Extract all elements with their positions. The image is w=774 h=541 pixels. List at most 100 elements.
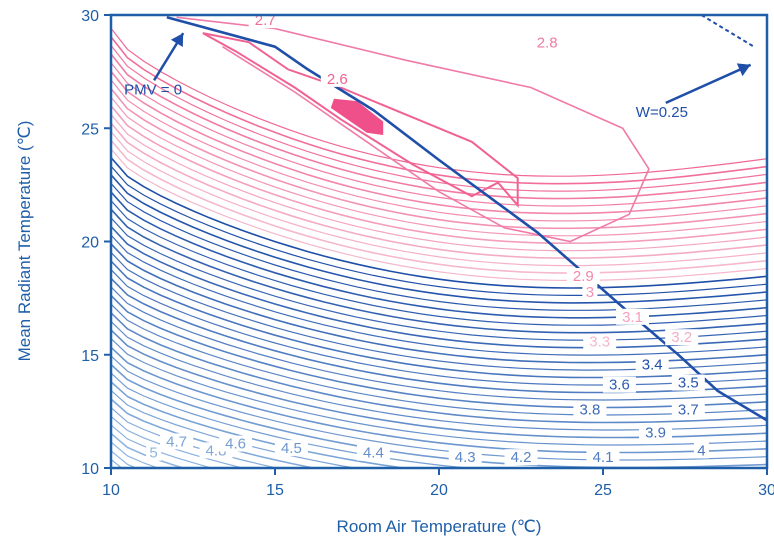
- contour-label-bg: [573, 401, 607, 418]
- y-tick-label: 20: [81, 235, 99, 252]
- x-axis-title: Room Air Temperature (℃): [337, 517, 542, 536]
- contour-label-bg: [566, 268, 600, 284]
- contour-label-bg: [219, 435, 253, 452]
- contour-line: [111, 269, 767, 386]
- contour-line: [111, 381, 410, 468]
- contour-label-bg: [602, 376, 636, 393]
- arrow-head-icon: [170, 33, 184, 47]
- contour-label: 4: [697, 442, 705, 459]
- contour-line: [111, 355, 767, 461]
- contour-label: 3.2: [671, 329, 692, 346]
- contour-line: [111, 79, 767, 222]
- x-tick-label: 20: [430, 482, 448, 499]
- contour-line: [111, 234, 767, 356]
- contour-label: 3.9: [645, 424, 666, 441]
- contour-line: [111, 139, 767, 274]
- contour-line: [111, 200, 767, 326]
- w-025-line: [700, 15, 755, 48]
- contour-line: [111, 96, 767, 237]
- contour-label: 4.6: [225, 436, 246, 453]
- contour-label: 3.8: [579, 402, 600, 419]
- contour-line: [111, 131, 767, 267]
- contour-label: 3.1: [622, 309, 643, 326]
- contour-label: 2.9: [573, 268, 594, 285]
- annotation-label: PMV = 0: [124, 81, 182, 98]
- contour-label: 3.4: [642, 356, 663, 373]
- contour-label-bg: [665, 329, 699, 346]
- contour-label-bg: [635, 356, 669, 373]
- contour-label-bg: [530, 34, 564, 51]
- pmv-zero-line: [166, 16, 767, 422]
- contour-line: [111, 174, 767, 304]
- arrow-head-icon: [736, 63, 751, 77]
- contour-label: 3.5: [678, 375, 699, 392]
- contour-line: [111, 62, 767, 207]
- contour-line: [111, 182, 767, 311]
- contour-label-bg: [616, 308, 649, 325]
- contour-line-2-6-loop: [202, 32, 519, 208]
- contour-line: [111, 87, 767, 230]
- contour-line: [111, 260, 767, 379]
- contour-label-bg: [356, 444, 390, 461]
- contour-label-bg: [671, 374, 705, 391]
- contour-label: 4.7: [166, 433, 187, 450]
- contour-label: 3.3: [589, 334, 610, 351]
- contour-label: 4.1: [593, 449, 614, 466]
- pmv-zero-line-group: [166, 15, 767, 422]
- x-tick-label: 10: [102, 482, 120, 499]
- contour-line: [111, 191, 767, 319]
- contour-line: [111, 36, 767, 185]
- contour-line: [111, 45, 767, 192]
- contour-line: [111, 114, 767, 252]
- contour-line: [111, 303, 767, 416]
- contour-line: [111, 286, 767, 401]
- contour-line: [111, 277, 767, 394]
- contour-label: 3: [586, 284, 594, 301]
- contour-label: 4.2: [511, 449, 532, 466]
- annotations: PMV = 0 W=0.25: [124, 32, 752, 121]
- contour-label: 4.5: [281, 440, 302, 457]
- minimum-discomfort-region: [330, 98, 384, 135]
- contour-label-bg: [320, 70, 354, 87]
- contour-line: [111, 415, 246, 468]
- contour-lines: [111, 16, 767, 468]
- contour-line: [111, 122, 767, 259]
- contour-line: [111, 27, 767, 177]
- annotation-arrow: [665, 63, 752, 105]
- contour-label-bg: [583, 333, 617, 350]
- contour-label-bg: [448, 449, 482, 466]
- contour-line: [111, 156, 767, 289]
- contour-label-bg: [693, 442, 709, 459]
- contour-line: [111, 105, 767, 244]
- contour-line-2-7-loop: [176, 16, 650, 243]
- contour-line: [111, 312, 767, 424]
- contour-label-bg: [504, 449, 538, 466]
- contour-line: [111, 372, 475, 468]
- y-axis-title: Mean Radiant Temperature (℃): [15, 121, 34, 362]
- x-tick-label: 15: [266, 482, 284, 499]
- y-tick-label: 30: [81, 8, 99, 25]
- contour-label-bg: [639, 424, 672, 441]
- contour-line: [111, 225, 767, 349]
- contour-line: [111, 208, 767, 334]
- contour-label-bg: [586, 449, 620, 466]
- contour-line: [111, 338, 767, 446]
- contour-label: 2.8: [537, 35, 558, 52]
- y-tick-label: 10: [81, 461, 99, 478]
- x-tick-label: 30: [758, 482, 774, 499]
- contour-label: 3.7: [678, 402, 699, 419]
- contour-label-bg: [582, 283, 598, 300]
- contour-line: [111, 70, 767, 215]
- x-tick-label: 25: [594, 482, 612, 499]
- contour-label: 3.6: [609, 377, 630, 394]
- axis-ticks: 10 15 20 25 30 10 15 20 25 30: [81, 8, 774, 499]
- contour-line: [111, 294, 767, 409]
- contour-label-bg: [274, 440, 308, 457]
- contour-line: [111, 148, 767, 282]
- minimum-region: [330, 98, 384, 135]
- y-tick-label: 15: [81, 348, 99, 365]
- contour-label: 2.6: [327, 71, 348, 88]
- contour-line: [111, 346, 767, 454]
- contour-label-bg: [671, 401, 705, 418]
